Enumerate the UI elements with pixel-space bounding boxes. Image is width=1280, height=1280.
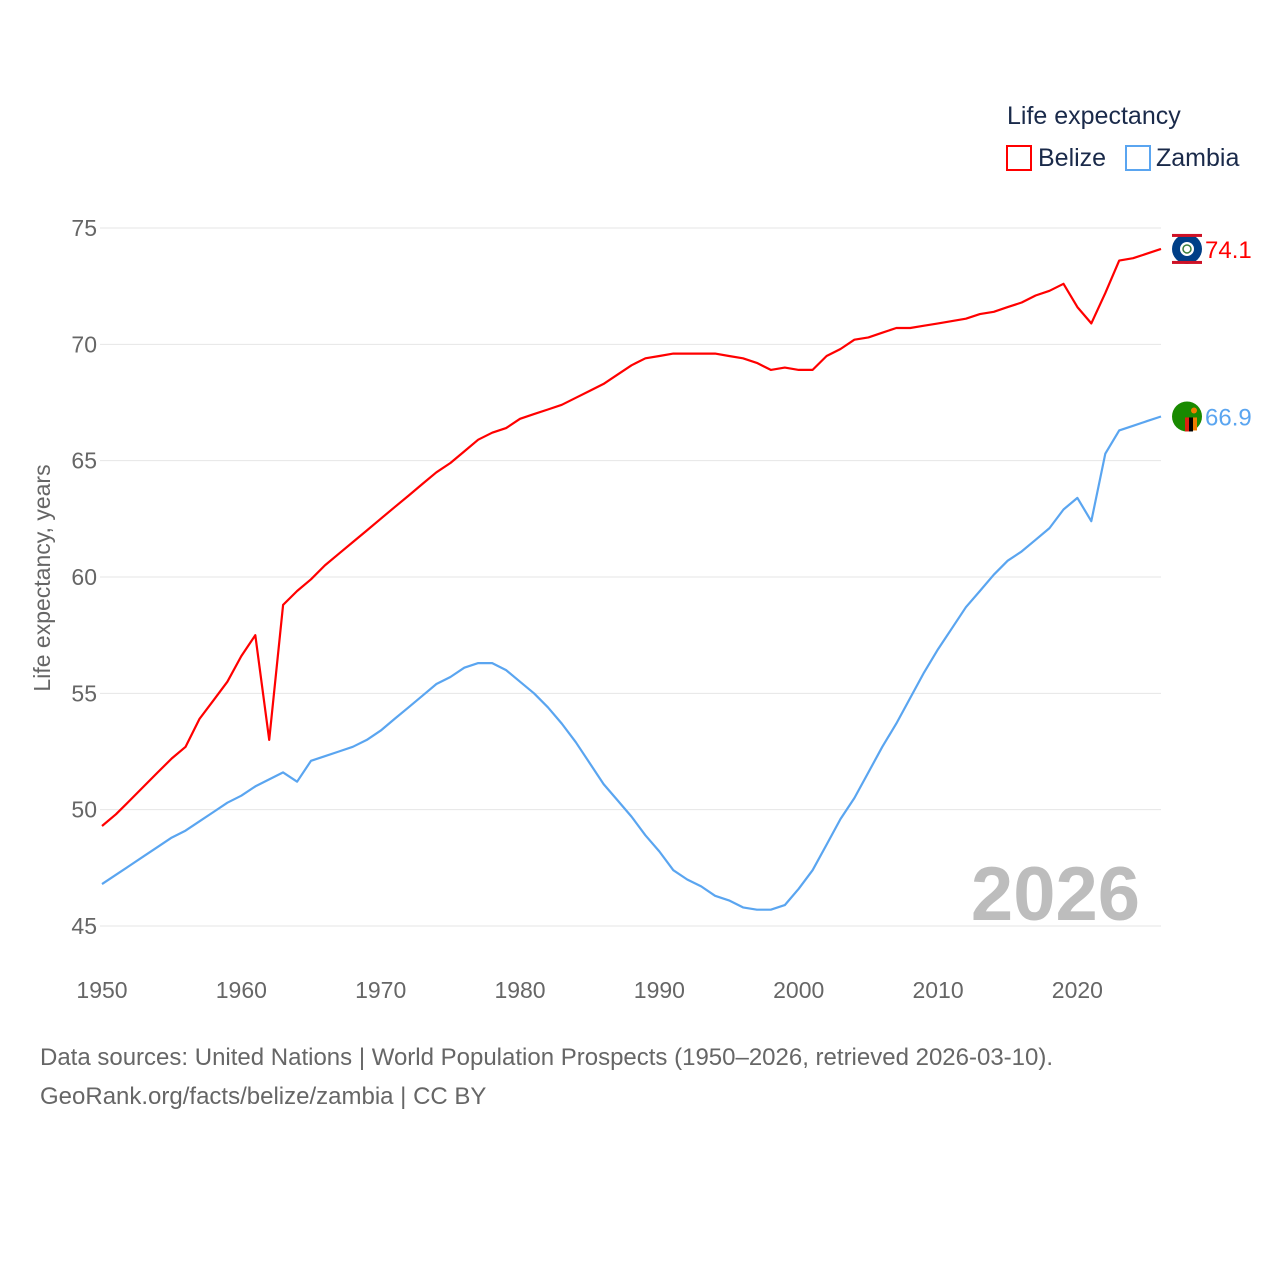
legend-swatch-belize [1006, 145, 1032, 171]
y-tick-label: 45 [71, 913, 97, 939]
legend-item-belize[interactable]: Belize [1006, 144, 1106, 172]
credit-link[interactable]: GeoRank.org/facts/belize/zambia | CC BY [40, 1083, 487, 1110]
legend-label-zambia: Zambia [1156, 144, 1239, 172]
year-watermark: 2026 [971, 852, 1140, 937]
flag-icon-belize [1172, 233, 1202, 264]
series-end-labels: 74.1 66.9 [1172, 233, 1252, 432]
x-tick-label: 1950 [76, 977, 127, 1003]
legend-title: Life expectancy [1007, 102, 1181, 130]
x-tick-label: 1980 [494, 977, 545, 1003]
end-label-zambia: 66.9 [1205, 404, 1252, 431]
x-tick-label: 1960 [216, 977, 267, 1003]
legend-item-zambia[interactable]: Zambia [1125, 144, 1239, 172]
legend: Life expectancy Belize Zambia [1006, 102, 1239, 172]
y-tick-label: 75 [71, 215, 97, 241]
y-axis-label: Life expectancy, years [29, 464, 55, 691]
x-tick-label: 2010 [912, 977, 963, 1003]
series-line-zambia [101, 415, 1162, 911]
flag-icon-zambia [1172, 401, 1202, 432]
grid [100, 227, 1161, 927]
x-tick-label: 2000 [773, 977, 824, 1003]
series-line-belize [101, 247, 1162, 827]
end-label-belize: 74.1 [1205, 237, 1252, 264]
y-tick-label: 55 [71, 680, 97, 706]
legend-swatch-zambia [1125, 145, 1151, 171]
y-tick-label: 60 [71, 564, 97, 590]
x-tick-label: 2020 [1052, 977, 1103, 1003]
series-lines [101, 247, 1162, 911]
y-tick-label: 70 [71, 331, 97, 357]
x-axis-ticks: 1950 1960 1970 1980 1990 2000 2010 2020 [76, 977, 1103, 1003]
y-axis-ticks: 45 50 55 60 65 70 75 [71, 215, 97, 939]
legend-label-belize: Belize [1038, 144, 1106, 172]
x-tick-label: 1990 [634, 977, 685, 1003]
x-tick-label: 1970 [355, 977, 406, 1003]
y-tick-label: 50 [71, 797, 97, 823]
y-tick-label: 65 [71, 448, 97, 474]
data-sources: Data sources: United Nations | World Pop… [40, 1044, 1054, 1071]
